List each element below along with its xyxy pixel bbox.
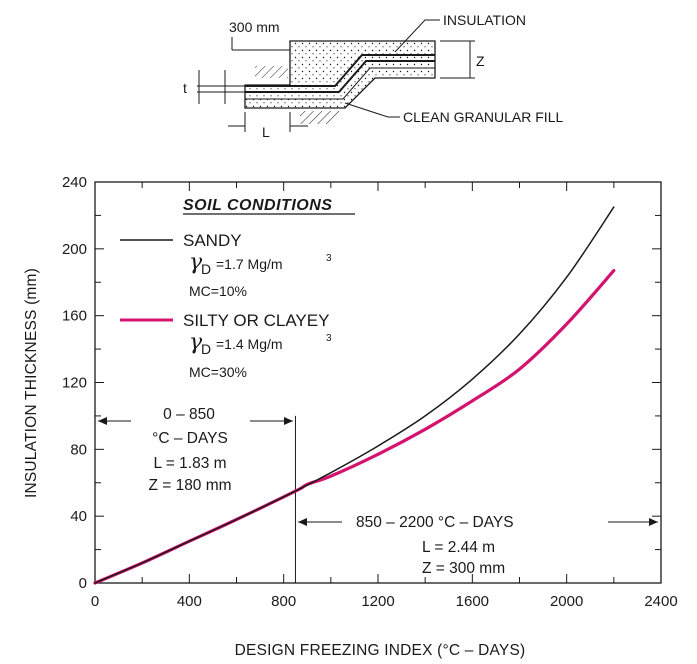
- range2-arrowhead-right: [649, 518, 658, 526]
- soil-hatch-left: [255, 66, 288, 78]
- legend-gamma-sub-sandy: D: [201, 261, 211, 277]
- x-tick-label: 800: [271, 593, 296, 610]
- range1-line1: 0 – 850: [163, 406, 215, 423]
- plot-area: 0 400 800 1200 1600 2000 2400 0 40 80 120 160 200 24…: [23, 174, 678, 659]
- legend-density-silty: =1.4 Mg/m: [216, 336, 283, 352]
- legend-label-sandy: SANDY: [183, 231, 242, 250]
- legend: SOIL CONDITIONS SANDY γ D =1.7 Mg/m 3 MC…: [120, 197, 355, 380]
- subgrade-line: [245, 67, 435, 100]
- legend-gamma-sandy: γ: [189, 250, 203, 275]
- cross-section-diagram: 300 mm INSULATION CLEAN GRANULAR FILL t …: [183, 12, 563, 140]
- fill-label: CLEAN GRANULAR FILL: [403, 109, 563, 125]
- legend-gamma-silty: γ: [189, 330, 203, 355]
- range1-line4: Z = 180 mm: [148, 477, 231, 494]
- y-tick-label: 240: [62, 174, 87, 191]
- series-lines: [93, 206, 616, 585]
- legend-density-exp-silty: 3: [326, 333, 332, 344]
- legend-heading: SOIL CONDITIONS: [183, 197, 332, 214]
- range2-line3: Z = 300 mm: [422, 560, 505, 577]
- legend-label-silty: SILTY OR CLAYEY: [183, 311, 329, 330]
- y-tick-label: 160: [62, 308, 87, 325]
- range1-arrowhead-right: [284, 417, 293, 425]
- x-tick-label: 2000: [550, 593, 583, 610]
- series-line-silty-or-clayey: [93, 269, 616, 585]
- series-line-sandy: [94, 206, 615, 584]
- legend-mc-sandy: MC=10%: [189, 283, 247, 299]
- y-tick-label: 120: [62, 375, 87, 392]
- legend-density-exp-sandy: 3: [326, 253, 332, 264]
- y-tick-label: 80: [70, 441, 87, 458]
- x-tick-label: 1200: [361, 593, 394, 610]
- x-tick-label: 400: [177, 593, 202, 610]
- insulation-layer-lower: [245, 60, 435, 93]
- x-tick-labels: 0 400 800 1200 1600 2000 2400: [91, 593, 678, 610]
- legend-density-sandy: =1.7 Mg/m: [216, 256, 283, 272]
- y-tick-labels: 0 40 80 120 160 200 240: [62, 174, 87, 592]
- range1-line3: L = 1.83 m: [153, 455, 226, 472]
- z-label: Z: [476, 53, 485, 69]
- y-tick-label: 200: [62, 241, 87, 258]
- y-axis-label: INSULATION THICKNESS (mm): [23, 268, 40, 498]
- y-tick-label: 0: [79, 575, 87, 592]
- x-tick-label: 1600: [456, 593, 489, 610]
- x-tick-label: 0: [91, 593, 99, 610]
- legend-mc-silty: MC=30%: [189, 364, 247, 380]
- x-tick-label: 2400: [644, 593, 677, 610]
- insulation-layer: [245, 54, 435, 87]
- tick-marks: [94, 181, 662, 584]
- x-axis-label: DESIGN FREEZING INDEX (°C – DAYS): [235, 642, 526, 659]
- range2-arrowhead-left: [298, 518, 307, 526]
- t-label: t: [183, 80, 187, 96]
- range2-line2: L = 2.44 m: [422, 539, 495, 556]
- l-label: L: [262, 124, 270, 140]
- range2-line1: 850 – 2200 °C – DAYS: [356, 514, 514, 531]
- soil-hatch-bottom: [300, 111, 340, 124]
- dim-300-label: 300 mm: [229, 19, 280, 35]
- legend-gamma-sub-silty: D: [201, 341, 211, 357]
- range1-line2: °C – DAYS: [152, 430, 228, 447]
- insulation-label: INSULATION: [443, 12, 526, 28]
- range1-arrowhead-left: [98, 417, 107, 425]
- y-tick-label: 40: [70, 508, 87, 525]
